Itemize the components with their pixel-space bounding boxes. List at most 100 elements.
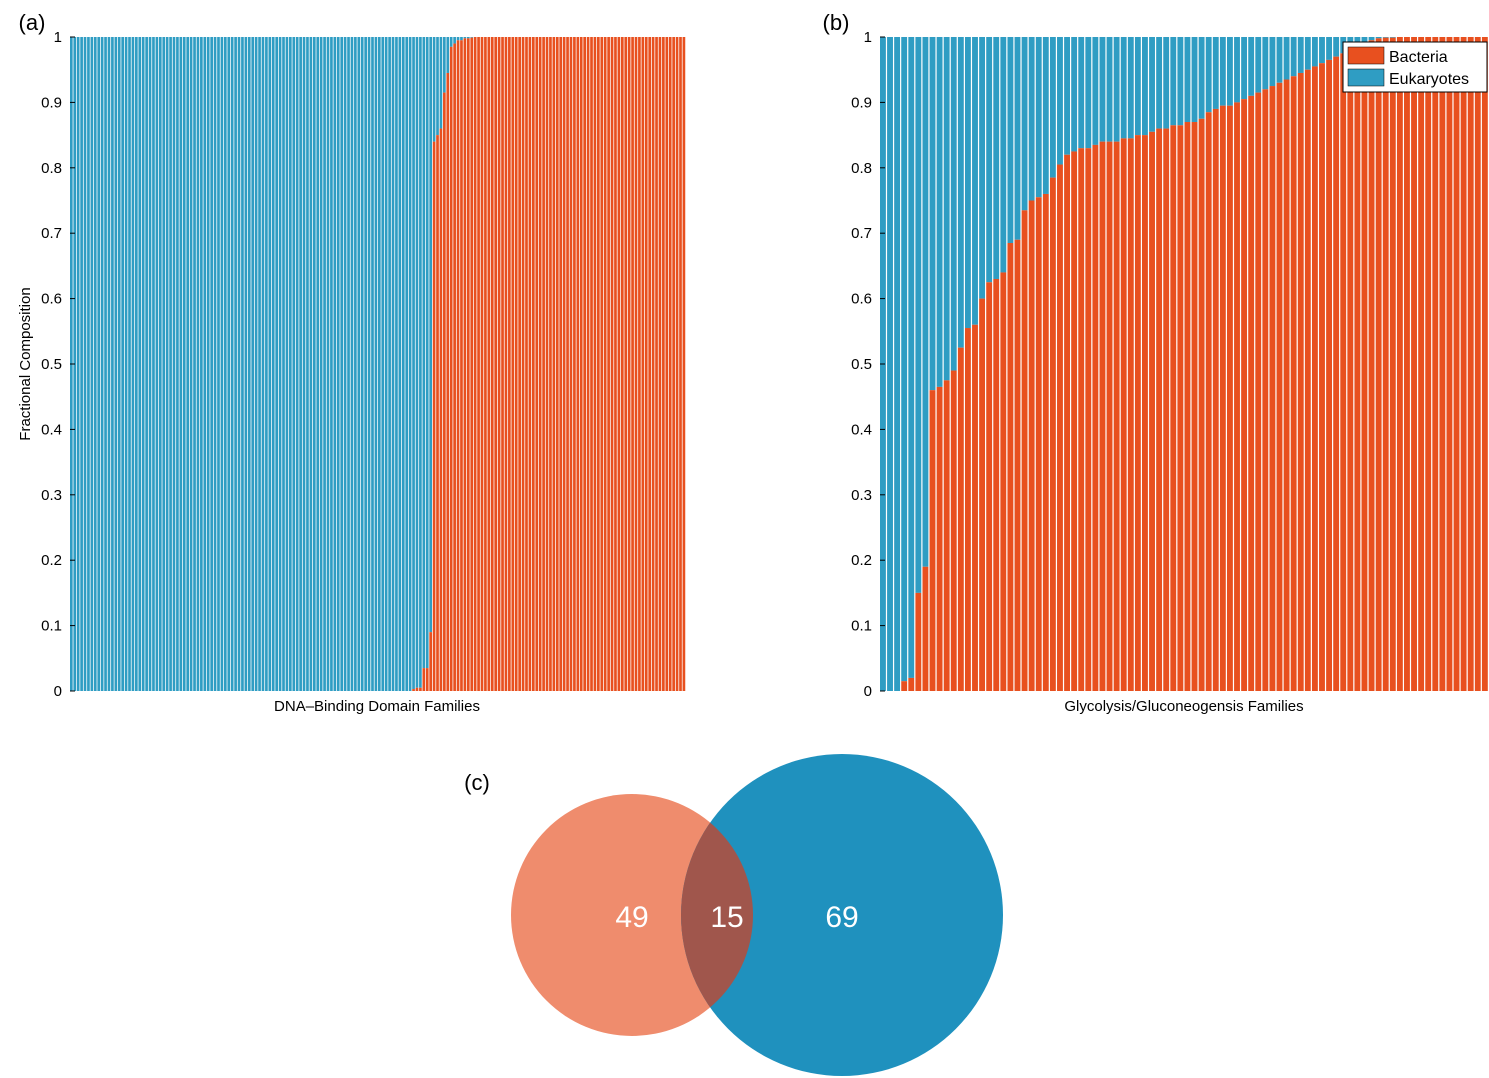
- panel-b-y-tick-label: 1: [864, 29, 872, 46]
- venn-value-bacteria-only: 49: [615, 901, 648, 934]
- legend-label-eukaryotes: Eukaryotes: [1389, 71, 1469, 88]
- panel-b-bar-eukaryotes: [1028, 37, 1035, 201]
- panel-a-bar-bacteria: [497, 37, 501, 691]
- panel-b-bar-eukaryotes: [986, 37, 993, 283]
- panel-b-y-tick-label: 0: [864, 683, 872, 700]
- panel-a-bar-bacteria: [662, 37, 665, 691]
- panel-a-bar-eukaryotes: [408, 37, 412, 691]
- legend: Bacteria Eukaryotes: [1342, 41, 1488, 93]
- panel-a-bar-bacteria: [473, 37, 477, 691]
- panel-b-bar-bacteria: [1149, 131, 1155, 691]
- panel-b-bar-bacteria: [1396, 37, 1403, 691]
- panel-a-bar-bacteria: [614, 37, 617, 691]
- panel-b-bar-eukaryotes: [915, 37, 922, 593]
- panel-b-bar-eukaryotes: [1375, 37, 1382, 39]
- panel-b-y-tick-label: 0.6: [851, 291, 872, 308]
- panel-b-bar-eukaryotes: [1234, 37, 1240, 103]
- panel-a-y-tick-label: 0.1: [41, 618, 62, 635]
- panel-a-bar-bacteria: [470, 37, 474, 691]
- panel-a-bar-eukaryotes: [302, 37, 306, 691]
- panel-a-bar-eukaryotes: [336, 37, 340, 691]
- panel-a-bar-eukaryotes: [162, 37, 166, 691]
- panel-b-bar-eukaryotes: [1311, 37, 1318, 67]
- panel-b-bar-bacteria: [1113, 141, 1120, 691]
- panel-a-bar-eukaryotes: [90, 37, 94, 691]
- panel-a-bar-bacteria: [562, 37, 566, 691]
- panel-a-bar-bacteria: [514, 37, 518, 691]
- panel-a-bar-eukaryotes: [237, 37, 241, 691]
- panel-b-bar-eukaryotes: [1219, 37, 1226, 106]
- panel-b-bar-bacteria: [1326, 59, 1333, 691]
- panel-b-bar-eukaryotes: [1156, 37, 1163, 129]
- panel-a-bar-eukaryotes: [422, 37, 426, 669]
- panel-a-bar-eukaryotes: [97, 37, 101, 691]
- panel-b-bar-bacteria: [1418, 37, 1425, 691]
- panel-a-bar-eukaryotes: [104, 37, 107, 691]
- panel-a-bar-eukaryotes: [217, 37, 220, 691]
- panel-b-bar-eukaryotes: [1134, 37, 1141, 136]
- panel-a-bar-eukaryotes: [138, 37, 142, 691]
- panel-a-bar-eukaryotes: [425, 37, 429, 669]
- panel-b-bar-bacteria: [1269, 86, 1276, 692]
- panel-a-bar-bacteria: [600, 37, 604, 691]
- panel-a-y-tick-label: 0.6: [41, 291, 62, 308]
- panel-a-bar-bacteria: [412, 689, 415, 691]
- panel-c-label: (c): [464, 770, 490, 795]
- panel-a-bar-eukaryotes: [439, 37, 443, 129]
- panel-b-bar-bacteria: [1127, 138, 1134, 691]
- panel-a-bar-bacteria: [484, 37, 487, 691]
- panel-a-bar-bacteria: [658, 37, 662, 691]
- panel-a-bar-bacteria: [610, 37, 614, 691]
- panel-b-bar-bacteria: [1234, 102, 1240, 691]
- panel-a-bar-eukaryotes: [200, 37, 203, 691]
- panel-b-bar-bacteria: [1163, 128, 1170, 691]
- panel-a-bar-eukaryotes: [357, 37, 361, 691]
- panel-b-bar-eukaryotes: [1382, 37, 1389, 38]
- panel-a-bar-bacteria: [559, 37, 563, 691]
- panel-b-bar-eukaryotes: [957, 37, 964, 348]
- panel-a-bar-eukaryotes: [275, 37, 278, 691]
- panel-b-bar-eukaryotes: [1007, 37, 1014, 244]
- panel-b-bar-eukaryotes: [1212, 37, 1219, 109]
- panel-a-bar-eukaryotes: [179, 37, 183, 691]
- panel-a-x-axis-label: DNA–Binding Domain Families: [274, 698, 480, 715]
- panel-a-bar-bacteria: [432, 141, 436, 691]
- panel-b-bar-eukaryotes: [1255, 37, 1262, 93]
- panel-b-bar-eukaryotes: [1078, 37, 1085, 149]
- panel-a-bar-eukaryotes: [343, 37, 347, 691]
- panel-b-bar-eukaryotes: [1113, 37, 1120, 142]
- panel-a-bar-eukaryotes: [460, 37, 463, 41]
- panel-b-bar-bacteria: [1304, 69, 1311, 691]
- panel-a-bar-eukaryotes: [432, 37, 436, 142]
- panel-b-bar-bacteria: [1106, 141, 1113, 691]
- panel-a-y-axis-label: Fractional Composition: [17, 287, 34, 440]
- panel-b-bar-bacteria: [993, 278, 1000, 691]
- panel-a-bar-bacteria: [566, 37, 569, 691]
- panel-b-bar-eukaryotes: [1092, 37, 1099, 145]
- panel-a-bar-eukaryotes: [391, 37, 395, 691]
- panel-a-bar-bacteria: [494, 37, 498, 691]
- panel-a-bar-eukaryotes: [347, 37, 350, 691]
- panel-a-bar-eukaryotes: [100, 37, 104, 691]
- panel-a-bar-eukaryotes: [401, 37, 405, 691]
- panel-b-bar-bacteria: [1000, 272, 1007, 691]
- panel-a-bar-bacteria: [624, 37, 628, 691]
- panel-a-bar-eukaryotes: [381, 37, 385, 691]
- panel-a-bar-bacteria: [675, 37, 679, 691]
- panel-b-bar-bacteria: [1205, 112, 1212, 691]
- panel-a-bar-bacteria: [422, 668, 426, 691]
- panel-a-bar-eukaryotes: [340, 37, 344, 691]
- panel-b-bar-eukaryotes: [1333, 37, 1340, 57]
- panel-a-bar-eukaryotes: [412, 37, 415, 690]
- panel-b-bar-bacteria: [979, 298, 986, 691]
- panel-a-bar-eukaryotes: [278, 37, 282, 691]
- panel-a-bar-eukaryotes: [203, 37, 207, 691]
- panel-a-bar-eukaryotes: [326, 37, 330, 691]
- panel-b-bar-eukaryotes: [1021, 37, 1028, 211]
- panel-b-bar-bacteria: [1467, 37, 1474, 691]
- panel-b-bar-bacteria: [1198, 118, 1205, 691]
- panel-a-bar-bacteria: [631, 37, 634, 691]
- panel-b-bar-eukaryotes: [1163, 37, 1170, 129]
- panel-a-bar-bacteria: [456, 40, 460, 691]
- panel-b-bar-eukaryotes: [1099, 37, 1106, 142]
